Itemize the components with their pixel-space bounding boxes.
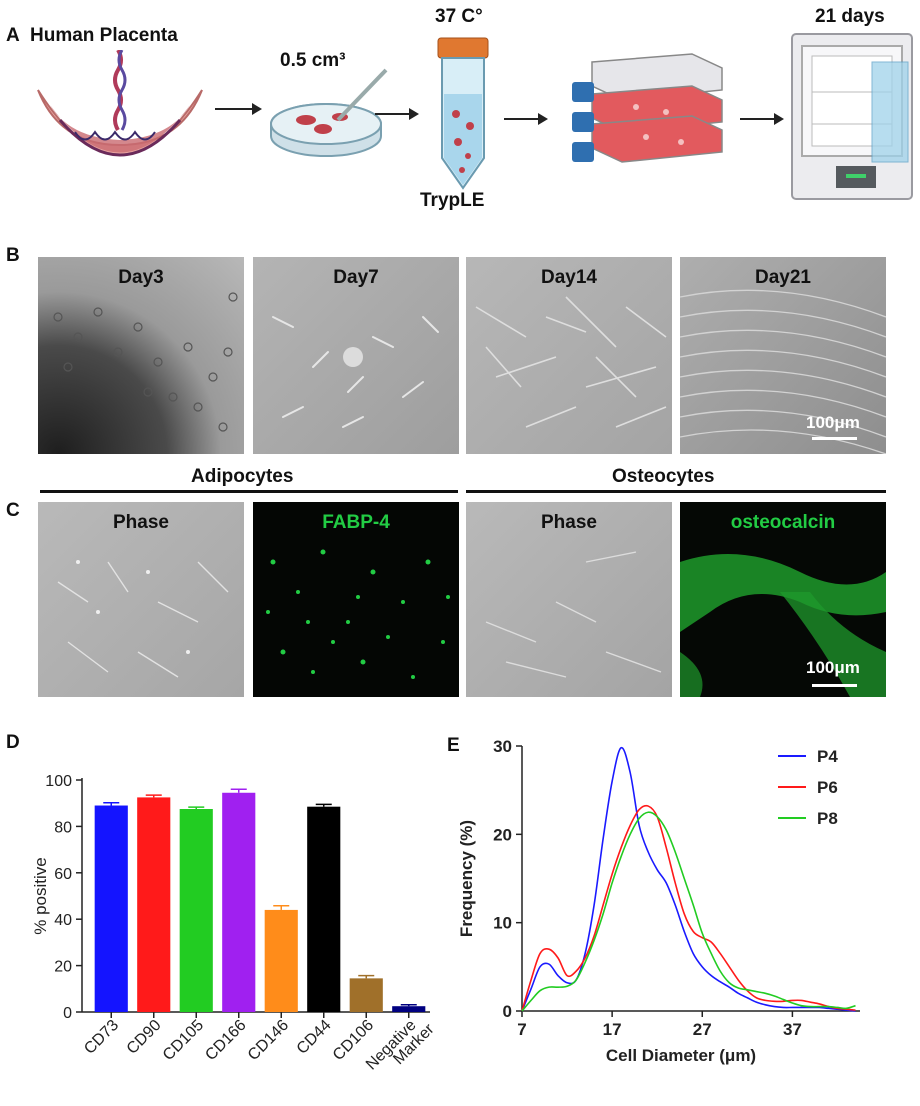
caption-day14: Day14	[541, 267, 597, 288]
placenta-label: Human Placenta	[30, 25, 178, 46]
microscopy-day3: Day3	[38, 257, 244, 454]
microscopy-osteo-phase: Phase	[466, 502, 672, 697]
arrow-4	[740, 113, 784, 125]
panel-d-letter: D	[6, 732, 20, 753]
flask-stack-illustration	[572, 53, 723, 163]
x-tick-label-d: CD73	[81, 1017, 122, 1058]
arrow-3	[504, 113, 548, 125]
bar-chart-d: 0 20 40 60 80 100 % positive CD73 CD90CD105CD166…	[31, 773, 438, 1073]
scale-bar-c	[812, 684, 857, 687]
bar-cd146	[264, 909, 298, 1012]
caption-osteo-phase: Phase	[541, 512, 597, 533]
y-tick-label-d: 60	[54, 866, 72, 883]
divider-osteocytes	[466, 490, 886, 493]
microscopy-adipo-phase: Phase	[38, 502, 244, 697]
incubator-label: 21 days	[815, 6, 885, 27]
legend-label-p8: P8	[817, 809, 838, 828]
petri-dish-illustration	[270, 68, 388, 157]
x-tick-label-d: CD90	[124, 1017, 165, 1058]
panel-a-letter: A	[6, 25, 20, 46]
x-tick-label-d: CD44	[294, 1017, 335, 1058]
caption-day21: Day21	[755, 267, 811, 288]
bar-negative-marker	[392, 1006, 426, 1012]
y-tick-label-d: 20	[54, 959, 72, 976]
series-line-p6	[521, 804, 856, 1012]
arrow-1	[215, 103, 262, 115]
x-tick-label-e: 27	[693, 1020, 712, 1039]
y-tick-label-e: 20	[493, 825, 512, 844]
x-axis-label-e: Cell Diameter (μm)	[606, 1046, 756, 1065]
x-tick-label-d: CD166	[202, 1017, 249, 1064]
bar-cd106	[349, 978, 383, 1012]
microscopy-day14: Day14	[466, 257, 672, 454]
y-tick-label-d: 80	[54, 819, 72, 836]
caption-osteocalcin: osteocalcin	[730, 512, 836, 533]
caption-day7: Day7	[333, 267, 379, 288]
bar-cd73	[94, 805, 128, 1012]
y-axis-label-e: Frequency (%)	[457, 820, 476, 937]
microscopy-day21: Day21 100μm	[680, 257, 886, 454]
x-tick-label-e: 7	[517, 1020, 526, 1039]
scale-text-b: 100μm	[806, 413, 860, 432]
y-axis-label-d: % positive	[31, 857, 50, 934]
y-tick-label-e: 10	[493, 914, 512, 933]
x-tick-label-e: 17	[603, 1020, 622, 1039]
microscopy-osteocalcin: osteocalcin 100μm	[680, 502, 886, 697]
dish-label: 0.5 cm³	[280, 50, 346, 71]
x-tick-label-e: 37	[783, 1020, 802, 1039]
panel-e-letter: E	[447, 735, 460, 756]
tube-bottom-label: TrypLE	[420, 190, 485, 211]
y-tick-label-e: 0	[503, 1002, 512, 1021]
line-chart-e: 0 10 20 30 7 17 27 37 Cell Diameter (μm) Frequenc…	[457, 737, 860, 1065]
group-label-adipocytes: Adipocytes	[191, 466, 294, 487]
divider-adipocytes	[40, 490, 458, 493]
caption-day3: Day3	[118, 267, 164, 288]
placenta-illustration	[37, 50, 203, 157]
y-tick-label-d: 0	[63, 1005, 72, 1022]
microscopy-day7: Day7	[253, 257, 459, 454]
y-tick-label-d: 100	[45, 773, 72, 790]
y-tick-label-e: 30	[493, 737, 512, 756]
caption-adipo-phase: Phase	[113, 512, 169, 533]
series-line-p8	[521, 811, 856, 1012]
bar-cd44	[307, 806, 341, 1012]
legend-label-p4: P4	[817, 747, 838, 766]
tube-illustration	[437, 37, 489, 190]
y-tick-label-d: 40	[54, 912, 72, 929]
arrow-2	[375, 108, 419, 120]
group-label-osteocytes: Osteocytes	[612, 466, 715, 487]
panel-b-letter: B	[6, 245, 20, 266]
legend-label-p6: P6	[817, 778, 838, 797]
bar-cd166	[222, 792, 256, 1012]
bar-cd90	[137, 797, 171, 1012]
incubator-illustration	[791, 33, 913, 200]
caption-fabp4: FABP-4	[322, 512, 390, 533]
bar-cd105	[179, 809, 213, 1012]
x-tick-label-d: CD105	[160, 1017, 207, 1064]
x-tick-label-d: CD146	[245, 1017, 292, 1064]
panel-c-letter: C	[6, 500, 20, 521]
microscopy-fabp4: FABP-4	[253, 502, 459, 697]
scale-bar-b	[812, 437, 857, 440]
scale-text-c: 100μm	[806, 658, 860, 677]
tube-top-label: 37 C°	[435, 6, 483, 27]
